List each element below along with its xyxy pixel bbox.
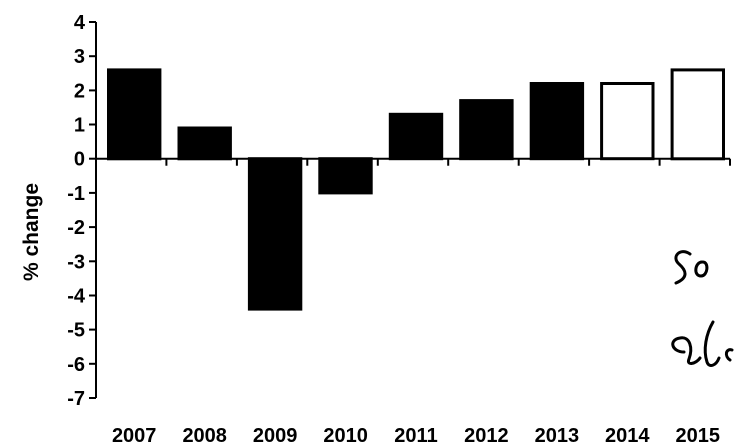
x-tick-label: 2010	[323, 425, 368, 447]
y-tick-label: 1	[74, 115, 85, 137]
x-tick-label: 2008	[182, 425, 227, 447]
y-tick-label: -4	[67, 286, 86, 308]
bar-2011	[388, 112, 444, 161]
bar-2010	[318, 157, 373, 195]
bar-2015	[670, 68, 725, 161]
x-tick-label: 2009	[253, 425, 298, 447]
y-tick-label: -7	[67, 388, 85, 410]
y-tick-label: -5	[67, 320, 85, 342]
y-tick-label: -3	[67, 251, 85, 273]
y-ticks-group: 4 3 2 1 0 -1 -2 -3 -4 -5 -6 -7	[67, 12, 96, 410]
x-tick-label: 2015	[676, 425, 721, 447]
axes-group	[95, 22, 731, 398]
bar-2009	[247, 157, 303, 311]
y-tick-label: 0	[74, 149, 85, 171]
x-tick-label: 2007	[112, 425, 157, 447]
bar-2008	[177, 126, 232, 161]
handwritten-annotation	[671, 250, 734, 367]
bar-2012	[459, 99, 514, 161]
bar-2013	[529, 82, 585, 161]
y-tick-label: 4	[74, 12, 86, 34]
y-tick-label: 3	[74, 46, 85, 68]
x-tick-label: 2013	[535, 425, 580, 447]
y-tick-label: -2	[67, 217, 85, 239]
bar-2014	[600, 82, 655, 161]
bars-group	[107, 68, 725, 311]
x-tick-label: 2012	[464, 425, 509, 447]
x-tick-label: 2011	[394, 425, 437, 447]
y-tick-label: -1	[67, 183, 85, 205]
y-axis-title: % change	[20, 183, 43, 281]
x-tick-label: 2014	[605, 425, 650, 447]
x-tick-labels-group: 2007 2008 2009 2010 2011 2012 2013 2014 2015	[112, 425, 720, 447]
y-tick-label: -6	[67, 354, 85, 376]
y-tick-label: 2	[74, 80, 85, 102]
bar-2007	[107, 68, 162, 161]
